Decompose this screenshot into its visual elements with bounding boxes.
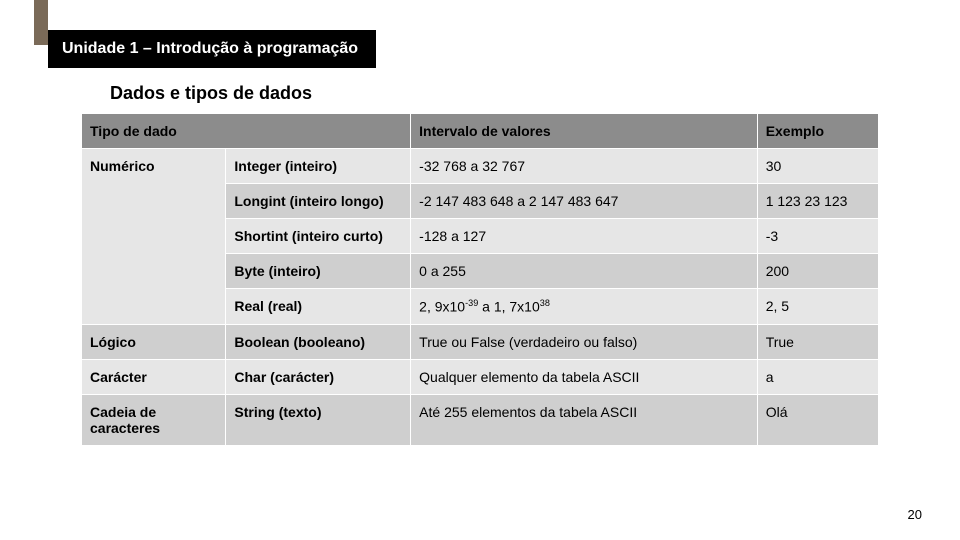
cell-subtype: Integer (inteiro) [226,149,411,184]
cell-subtype: Byte (inteiro) [226,254,411,289]
cell-range: -128 a 127 [411,219,758,254]
cell-example: 2, 5 [757,289,878,325]
cell-range: 0 a 255 [411,254,758,289]
cell-example: -3 [757,219,878,254]
cell-subtype: Longint (inteiro longo) [226,184,411,219]
cell-subtype: Char (carácter) [226,359,411,394]
cell-range: 2, 9x10-39 a 1, 7x1038 [411,289,758,325]
cell-example: a [757,359,878,394]
page-number: 20 [908,507,922,522]
cell-group: Numérico [82,149,226,325]
cell-range: Até 255 elementos da tabela ASCII [411,394,758,445]
cell-subtype: Real (real) [226,289,411,325]
cell-subtype: String (texto) [226,394,411,445]
col-header-exemplo: Exemplo [757,114,878,149]
cell-example: Olá [757,394,878,445]
table-row: Carácter Char (carácter) Qualquer elemen… [82,359,879,394]
cell-range: -2 147 483 648 a 2 147 483 647 [411,184,758,219]
cell-example: 1 123 23 123 [757,184,878,219]
cell-range: True ou False (verdadeiro ou falso) [411,324,758,359]
cell-range: Qualquer elemento da tabela ASCII [411,359,758,394]
col-header-intervalo: Intervalo de valores [411,114,758,149]
data-types-table: Tipo de dado Intervalo de valores Exempl… [81,113,879,446]
table-row: Cadeia de caracteres String (texto) Até … [82,394,879,445]
cell-subtype: Shortint (inteiro curto) [226,219,411,254]
cell-group: Carácter [82,359,226,394]
section-title: Dados e tipos de dados [110,83,312,104]
cell-group: Lógico [82,324,226,359]
cell-example: True [757,324,878,359]
cell-range: -32 768 a 32 767 [411,149,758,184]
cell-example: 200 [757,254,878,289]
cell-group: Cadeia de caracteres [82,394,226,445]
cell-example: 30 [757,149,878,184]
cell-subtype: Boolean (booleano) [226,324,411,359]
unit-title: Unidade 1 – Introdução à programação [48,30,376,68]
table-header-row: Tipo de dado Intervalo de valores Exempl… [82,114,879,149]
table-row: Numérico Integer (inteiro) -32 768 a 32 … [82,149,879,184]
accent-bar [34,0,48,45]
table-row: Lógico Boolean (booleano) True ou False … [82,324,879,359]
col-header-tipo: Tipo de dado [82,114,411,149]
